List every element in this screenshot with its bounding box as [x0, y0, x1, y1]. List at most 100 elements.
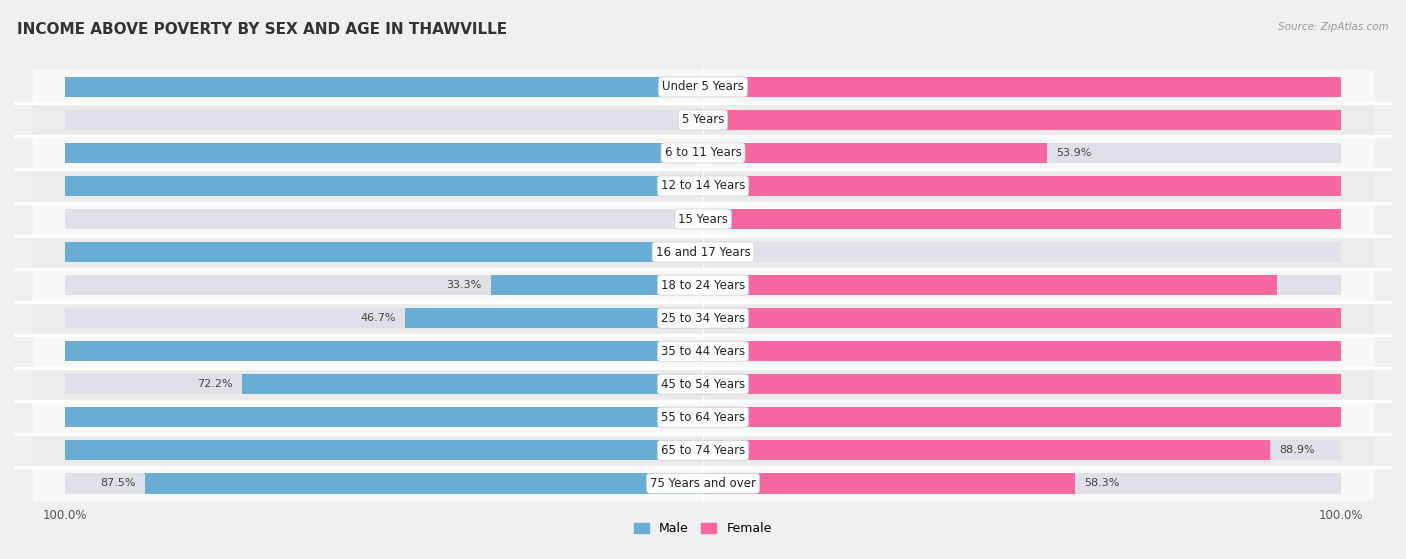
- Text: 100.0%: 100.0%: [676, 214, 723, 224]
- Bar: [703, 407, 1341, 428]
- Text: 16 and 17 Years: 16 and 17 Years: [655, 245, 751, 259]
- Bar: [703, 473, 1076, 494]
- Text: 58.3%: 58.3%: [1084, 479, 1119, 488]
- Bar: [703, 143, 1047, 163]
- Text: 88.9%: 88.9%: [1279, 446, 1315, 455]
- Bar: [34, 302, 1372, 335]
- Text: 100.0%: 100.0%: [676, 313, 723, 323]
- Bar: [703, 242, 1341, 262]
- Text: 55 to 64 Years: 55 to 64 Years: [661, 411, 745, 424]
- Bar: [703, 440, 1270, 461]
- Legend: Male, Female: Male, Female: [630, 518, 776, 541]
- Bar: [65, 209, 703, 229]
- Bar: [34, 169, 1372, 202]
- Text: 100.0%: 100.0%: [676, 82, 723, 92]
- Bar: [703, 77, 1341, 97]
- Text: 100.0%: 100.0%: [683, 247, 730, 257]
- Text: 46.7%: 46.7%: [360, 313, 395, 323]
- Bar: [65, 110, 703, 130]
- Bar: [34, 136, 1372, 169]
- Bar: [65, 374, 703, 395]
- Bar: [65, 143, 703, 163]
- Text: INCOME ABOVE POVERTY BY SEX AND AGE IN THAWVILLE: INCOME ABOVE POVERTY BY SEX AND AGE IN T…: [17, 22, 508, 37]
- Text: 100.0%: 100.0%: [676, 412, 723, 422]
- Text: 35 to 44 Years: 35 to 44 Years: [661, 345, 745, 358]
- Bar: [65, 341, 703, 361]
- Bar: [703, 275, 1277, 295]
- Bar: [65, 242, 703, 262]
- Bar: [703, 209, 1341, 229]
- Text: 100.0%: 100.0%: [683, 82, 730, 92]
- Bar: [65, 77, 703, 97]
- Bar: [703, 77, 1341, 97]
- Bar: [703, 341, 1341, 361]
- Text: 100.0%: 100.0%: [676, 115, 723, 125]
- Bar: [65, 473, 703, 494]
- Text: Under 5 Years: Under 5 Years: [662, 80, 744, 93]
- Text: 6 to 11 Years: 6 to 11 Years: [665, 146, 741, 159]
- Text: 100.0%: 100.0%: [683, 446, 730, 455]
- Text: 87.5%: 87.5%: [100, 479, 135, 488]
- Bar: [34, 401, 1372, 434]
- Text: 65 to 74 Years: 65 to 74 Years: [661, 444, 745, 457]
- Bar: [242, 374, 703, 395]
- Bar: [703, 374, 1341, 395]
- Bar: [34, 268, 1372, 302]
- Bar: [65, 308, 703, 328]
- Bar: [34, 103, 1372, 136]
- Bar: [34, 235, 1372, 268]
- Text: 100.0%: 100.0%: [683, 412, 730, 422]
- Bar: [703, 473, 1341, 494]
- Text: 100.0%: 100.0%: [676, 346, 723, 356]
- Bar: [491, 275, 703, 295]
- Bar: [34, 434, 1372, 467]
- Text: 100.0%: 100.0%: [683, 181, 730, 191]
- Bar: [65, 242, 703, 262]
- Bar: [703, 308, 1341, 328]
- Text: 75 Years and over: 75 Years and over: [650, 477, 756, 490]
- Text: 15 Years: 15 Years: [678, 212, 728, 225]
- Bar: [703, 176, 1341, 196]
- Bar: [703, 110, 1341, 130]
- Text: 100.0%: 100.0%: [683, 346, 730, 356]
- Bar: [703, 110, 1341, 130]
- Bar: [405, 308, 703, 328]
- Bar: [703, 275, 1341, 295]
- Bar: [34, 368, 1372, 401]
- Bar: [34, 202, 1372, 235]
- Bar: [703, 209, 1341, 229]
- Text: 45 to 54 Years: 45 to 54 Years: [661, 378, 745, 391]
- Bar: [703, 374, 1341, 395]
- Bar: [703, 407, 1341, 428]
- Text: 18 to 24 Years: 18 to 24 Years: [661, 278, 745, 292]
- Bar: [65, 176, 703, 196]
- Text: Source: ZipAtlas.com: Source: ZipAtlas.com: [1278, 22, 1389, 32]
- Text: 5 Years: 5 Years: [682, 113, 724, 126]
- Bar: [703, 176, 1341, 196]
- Bar: [65, 440, 703, 461]
- Bar: [703, 440, 1341, 461]
- Bar: [703, 308, 1341, 328]
- Text: 90.0%: 90.0%: [683, 280, 723, 290]
- Text: 100.0%: 100.0%: [683, 148, 730, 158]
- Bar: [65, 407, 703, 428]
- Text: 100.0%: 100.0%: [676, 379, 723, 389]
- Text: 25 to 34 Years: 25 to 34 Years: [661, 311, 745, 325]
- Bar: [65, 440, 703, 461]
- Bar: [65, 407, 703, 428]
- Bar: [703, 143, 1341, 163]
- Bar: [65, 77, 703, 97]
- Bar: [703, 341, 1341, 361]
- Bar: [65, 275, 703, 295]
- Text: 72.2%: 72.2%: [197, 379, 233, 389]
- Bar: [34, 70, 1372, 103]
- Text: 33.3%: 33.3%: [446, 280, 481, 290]
- Text: 12 to 14 Years: 12 to 14 Years: [661, 179, 745, 192]
- Bar: [34, 335, 1372, 368]
- Bar: [65, 341, 703, 361]
- Bar: [34, 467, 1372, 500]
- Text: 100.0%: 100.0%: [676, 181, 723, 191]
- Bar: [65, 143, 703, 163]
- Bar: [145, 473, 703, 494]
- Text: 53.9%: 53.9%: [1056, 148, 1092, 158]
